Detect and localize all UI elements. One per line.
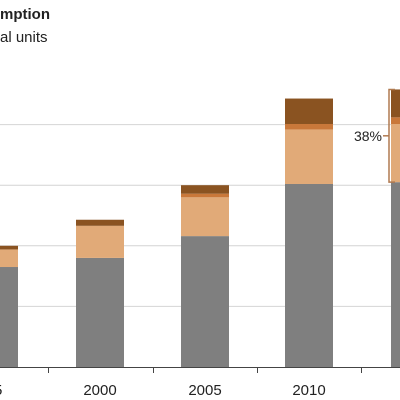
bar-segment	[76, 219, 124, 226]
bar-segment	[181, 236, 229, 367]
bar-segment	[76, 257, 124, 367]
x-tick-label: 95	[0, 382, 2, 399]
bar-segment	[181, 197, 229, 237]
bar-segment	[76, 225, 124, 258]
bar-segment	[0, 249, 18, 268]
chart-title: mption	[0, 6, 50, 23]
bar-segment	[391, 182, 400, 367]
bar-segment	[391, 123, 400, 183]
chart-subtitle: al units	[0, 29, 48, 46]
bar-segment	[181, 185, 229, 194]
bar-segment	[285, 129, 333, 184]
bar-segment	[391, 89, 400, 118]
x-tick-label: 2005	[188, 382, 221, 399]
bar-segment	[0, 245, 18, 250]
x-tick-label: 2010	[292, 382, 325, 399]
bar-segment	[285, 98, 333, 124]
bar-segment	[391, 117, 400, 124]
x-tick-label: 2000	[83, 382, 116, 399]
bar-segment	[181, 193, 229, 198]
bar-segment	[285, 123, 333, 130]
annotation-label: 38%	[354, 128, 382, 144]
bar-segment	[285, 183, 333, 367]
bar-segment	[0, 267, 18, 367]
